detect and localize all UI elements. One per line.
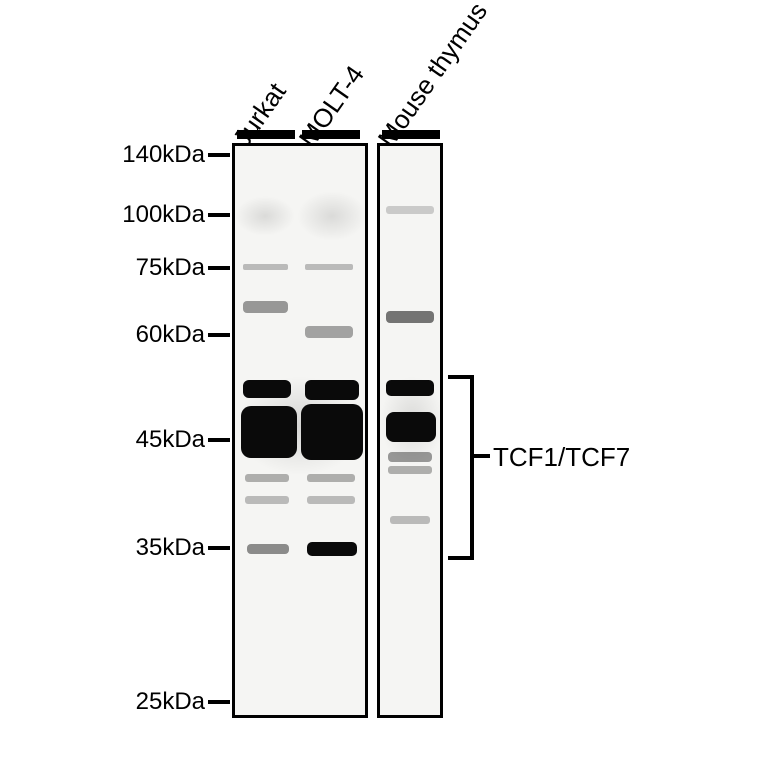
bracket-segment [474, 454, 490, 458]
blot-band [245, 496, 289, 504]
blot-figure: 140kDa 100kDa 75kDa 60kDa 45kDa 35kDa 25kDa Ju… [0, 0, 764, 764]
blot-band [305, 264, 353, 270]
blot-band [243, 301, 288, 313]
lane-label: MOLT-4 [293, 60, 371, 153]
blot-band [386, 380, 434, 396]
mw-label: 100kDa [122, 201, 205, 229]
blot-band [307, 496, 355, 504]
blot-band [247, 544, 289, 554]
bracket-segment [470, 375, 474, 560]
mw-label: 25kDa [136, 688, 205, 716]
blot-band [388, 466, 432, 474]
bracket-segment [448, 556, 470, 560]
mw-label: 35kDa [136, 534, 205, 562]
blot-band [301, 404, 363, 460]
mw-tick [208, 700, 230, 704]
blot-band [241, 406, 297, 458]
blot-band [305, 326, 353, 338]
mw-tick [208, 213, 230, 217]
blot-band [386, 311, 434, 323]
blot-band [386, 412, 436, 442]
blot-band [245, 474, 289, 482]
mw-tick [208, 266, 230, 270]
blot-panel [232, 143, 368, 718]
target-label: TCF1/TCF7 [493, 442, 630, 473]
mw-label: 60kDa [136, 321, 205, 349]
mw-label: 75kDa [136, 254, 205, 282]
blot-band [386, 206, 434, 214]
mw-label: 45kDa [136, 426, 205, 454]
blot-band [305, 380, 359, 400]
blot-band [307, 542, 357, 556]
blot-panel [377, 143, 443, 718]
blot-smudge [297, 191, 367, 241]
blot-band [390, 516, 430, 524]
lane-label: Jurkat [227, 77, 293, 153]
blot-band [388, 452, 432, 462]
blot-band [307, 474, 355, 482]
mw-tick [208, 153, 230, 157]
mw-tick [208, 546, 230, 550]
mw-tick [208, 438, 230, 442]
mw-tick [208, 333, 230, 337]
bracket-segment [448, 375, 470, 379]
mw-label: 140kDa [122, 141, 205, 169]
blot-smudge [235, 196, 295, 236]
blot-band [243, 264, 288, 270]
blot-band [243, 380, 291, 398]
